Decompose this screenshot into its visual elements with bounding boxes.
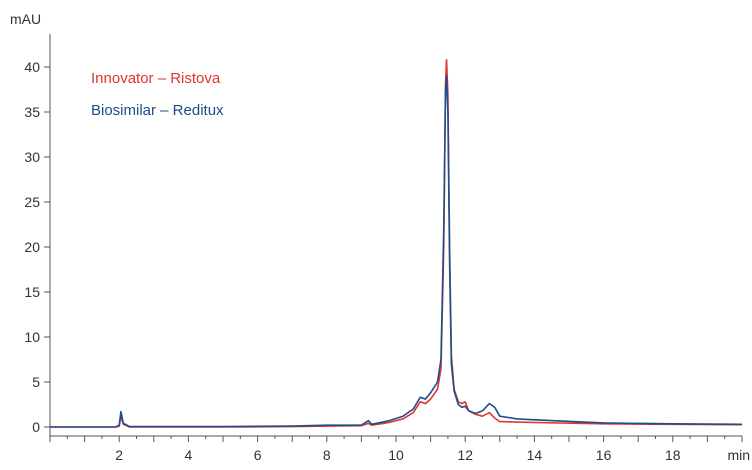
x-ticks: 2 4 6 8 10 12 14 16 18 [49, 436, 743, 463]
y-tick-label: 5 [32, 374, 40, 390]
x-tick-label: 10 [388, 447, 404, 463]
y-ticks: 0 5 10 15 20 25 30 35 40 [24, 59, 50, 435]
x-tick-label: 12 [457, 447, 473, 463]
y-tick-label: 25 [24, 194, 40, 210]
y-tick-label: 40 [24, 59, 40, 75]
y-tick-label: 15 [24, 284, 40, 300]
legend-entry-biosimilar: Biosimilar – Reditux [91, 102, 224, 119]
x-tick-label: 8 [323, 447, 331, 463]
y-axis-label: mAU [10, 11, 41, 27]
legend: Innovator – Ristova Biosimilar – Reditux [91, 70, 224, 119]
axes [49, 34, 742, 437]
x-tick-label: 16 [596, 447, 612, 463]
legend-entry-innovator: Innovator – Ristova [91, 70, 221, 87]
y-tick-label: 10 [24, 329, 40, 345]
x-axis-label: min [727, 447, 750, 463]
y-tick-label: 35 [24, 104, 40, 120]
y-tick-label: 0 [32, 419, 40, 435]
x-tick-label: 4 [185, 447, 193, 463]
x-tick-label: 6 [254, 447, 262, 463]
x-tick-label: 14 [527, 447, 543, 463]
series-line-1 [50, 75, 743, 428]
y-tick-label: 30 [24, 149, 40, 165]
x-tick-label: 18 [665, 447, 681, 463]
series-layer [50, 59, 743, 428]
x-tick-label: 2 [115, 447, 123, 463]
y-tick-label: 20 [24, 239, 40, 255]
